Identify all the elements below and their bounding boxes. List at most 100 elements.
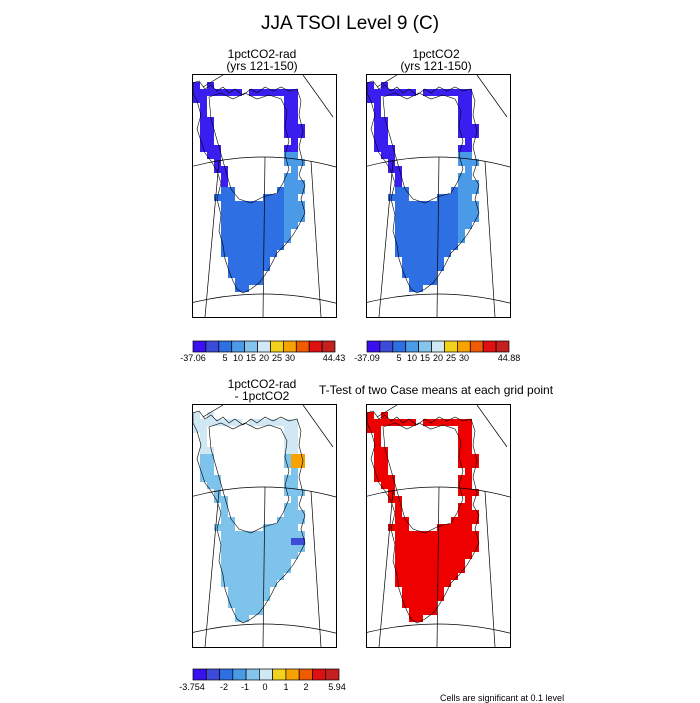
map-grid-cell [242,580,249,587]
map-grid-cell [200,103,207,110]
map-grid-cell [465,152,472,159]
map-grid-cell [437,243,444,250]
map-grid-cell [277,419,284,426]
colorbar-diff-max-label: 5.94 [328,682,346,692]
map-grid-cell [235,236,242,243]
map-grid-cell [228,264,235,271]
map-grid-cell [416,236,423,243]
map-grid-cell [444,201,451,208]
map-grid-cell [472,461,479,468]
latitude-line [367,623,510,634]
map-grid-cell [395,208,402,215]
map-grid-cell [291,419,298,426]
map-grid-cell [430,601,437,608]
map-grid-cell [235,573,242,580]
map-grid-cell [235,89,242,96]
map-grid-cell [242,264,249,271]
map-grid-cell [284,447,291,454]
map-grid-cell [284,482,291,489]
map-grid-cell [228,587,235,594]
map-grid-cell [270,229,277,236]
map-grid-cell [416,285,423,292]
map-grid-cell [430,538,437,545]
map-grid-cell [263,194,270,201]
map-grid-cell [228,229,235,236]
map-grid-cell [256,573,263,580]
colorbar-diff-tick: 1 [283,682,289,692]
colorbar-box [244,340,258,353]
map-grid-cell [465,510,472,517]
map-grid-cell [228,250,235,257]
map-grid-cell [367,82,374,89]
map-grid-cell [242,615,249,622]
map-grid-cell [451,89,458,96]
map-grid-cell [458,173,465,180]
map-grid-cell [423,264,430,271]
map-grid-cell [193,412,200,419]
map-grid-cell [430,236,437,243]
map-grid-cell [207,117,214,124]
map-grid-cell [381,117,388,124]
map-grid-cell [423,559,430,566]
map-grid-cell [291,440,298,447]
map-grid-cell [374,117,381,124]
map-grid-cell [388,489,395,496]
map-grid-cell [423,201,430,208]
colorbar-abs2 [366,340,510,353]
map-grid-cell [214,482,221,489]
map-grid-cell [284,433,291,440]
map1-svg [193,75,336,317]
map-grid-cell [277,573,284,580]
map-grid-cell [228,271,235,278]
map-grid-cell [298,131,305,138]
map-grid-cell [284,215,291,222]
map3-svg [193,405,336,647]
map-grid-cell [270,559,277,566]
map-grid-cell [284,566,291,573]
map-grid-cell [263,257,270,264]
map-grid-cell [242,552,249,559]
map-grid-cell [235,580,242,587]
map-grid-cell [402,552,409,559]
map-grid-cell [458,152,465,159]
map-grid-cell [423,271,430,278]
map-grid-cell [444,566,451,573]
map-grid-cell [242,545,249,552]
map-grid-cell [263,524,270,531]
map-grid-cell [214,152,221,159]
map-grid-cell [367,89,374,96]
map-grid-cell [416,257,423,264]
map-grid-cell [458,454,465,461]
map-grid-cell [444,222,451,229]
map-grid-cell [291,475,298,482]
panel2-title-line1: 1pctCO2 [412,47,460,61]
map1-gridlines [193,75,336,317]
map-grid-cell [284,117,291,124]
map-grid-cell [416,278,423,285]
map-grid-cell [193,89,200,96]
meridian-line [204,490,220,647]
colorbar-abs2-tick: 5 [396,353,402,363]
map-grid-cell [430,271,437,278]
map-grid-cell [423,419,430,426]
map-grid-cell [277,208,284,215]
map-grid-cell [388,496,395,503]
meridian-line [262,486,266,647]
map-grid-cell [242,229,249,236]
map-grid-cell [430,545,437,552]
map-grid-cell [256,587,263,594]
map-grid-cell [263,573,270,580]
colorbar-box [457,340,471,353]
map2-cells [367,82,479,292]
map-grid-cell [291,194,298,201]
map-grid-cell [437,566,444,573]
colorbar-abs1-tick: 15 [245,353,257,363]
colorbar-box [205,340,220,353]
map-grid-cell [284,517,291,524]
map-grid-cell [395,215,402,222]
map-grid-cell [249,222,256,229]
map-grid-cell [228,531,235,538]
map-grid-cell [242,278,249,285]
map-grid-cell [249,278,256,285]
map-grid-cell [458,145,465,152]
